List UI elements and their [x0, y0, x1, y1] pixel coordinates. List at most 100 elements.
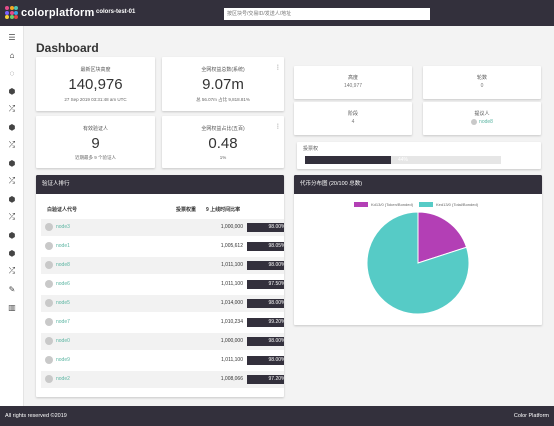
more-options-icon[interactable]: ⋮: [275, 124, 281, 130]
shuffle-icon[interactable]: ⤮: [8, 140, 16, 149]
brand-logo-dot: [9, 6, 14, 10]
column-header-rate[interactable]: 9 上线时间比率: [206, 207, 241, 213]
table-row[interactable]: node1 1,005,612 98.05%: [41, 238, 284, 255]
rounds-card: 轮数 0: [423, 66, 541, 99]
shuffle-icon[interactable]: ⤮: [8, 212, 16, 221]
cube-icon[interactable]: ⬢: [8, 194, 16, 204]
validators-panel: 验证人排行 白验证人代号 投票权重 9 上线时间比率 node3 1,000,00…: [36, 175, 284, 397]
shuffle-icon[interactable]: ⤮: [8, 104, 16, 113]
brand-logo: [5, 6, 18, 19]
table-row[interactable]: node8 1,011,100 98.00%: [41, 257, 284, 274]
voting-power: 1,000,000: [220, 224, 243, 230]
total-stake-value: 9.07m: [202, 76, 244, 93]
voting-power: 1,011,100: [221, 281, 243, 287]
legend-label: Ked13/0 (Total/Bonded): [436, 202, 479, 207]
shuffle-icon[interactable]: ⤮: [8, 176, 16, 185]
legend-item[interactable]: Kd13/0 (Token/Bonded): [354, 202, 413, 207]
rounds-label: 轮数: [476, 75, 487, 81]
voting-power: 1,011,100: [221, 262, 243, 268]
table-row[interactable]: node5 1,014,000 98.00%: [41, 295, 284, 312]
validator-id[interactable]: node7: [45, 318, 70, 326]
total-stake-sub: 总 56.07m 占比 9,818.81%: [196, 97, 250, 102]
validators-value: 9: [91, 135, 100, 152]
table-row[interactable]: node6 1,011,100 97.50%: [41, 276, 284, 293]
chart-icon[interactable]: ▥: [8, 302, 16, 312]
validator-id[interactable]: node8: [45, 261, 70, 269]
legend-swatch: [419, 202, 433, 207]
column-header-power[interactable]: 投票权重: [176, 207, 197, 213]
legend-label: Kd13/0 (Token/Bonded): [371, 202, 414, 207]
table-row[interactable]: node9 1,011,100 98.00%: [41, 352, 284, 369]
brand-logo-dot: [14, 6, 18, 10]
menu-icon[interactable]: ☰: [8, 32, 16, 42]
validators-sub: 近期最多 9 个验证人: [74, 155, 116, 160]
voting-power-card: 投票权 44%: [297, 142, 541, 169]
brand[interactable]: colorplatform: [5, 6, 95, 19]
uptime-bar: 98.00%: [247, 337, 284, 346]
brand-logo-dot: [14, 10, 18, 15]
spinner-icon[interactable]: ◌: [9, 68, 15, 78]
circulating-label: 全网权益占比(五百): [201, 126, 245, 132]
table-row[interactable]: node3 1,000,000 98.00%: [41, 219, 284, 236]
token-distribution-panel: 代币分布图 (20/100 总数) Kd13/0 (Token/Bonded) K…: [294, 175, 542, 325]
validator-id[interactable]: node5: [45, 299, 70, 307]
step-label: 阶段: [347, 111, 358, 117]
validator-name: node6: [56, 281, 70, 287]
validator-name: node9: [56, 357, 70, 363]
table-row[interactable]: node7 1,010,234 99.20%: [41, 314, 284, 331]
brand-name: colorplatform: [21, 6, 95, 19]
voting-power-text: 44%: [397, 157, 408, 163]
home-icon[interactable]: ⌂: [9, 50, 15, 60]
validator-id[interactable]: node9: [45, 356, 70, 364]
proposer-name: node8: [479, 119, 493, 125]
rounds-value: 0: [480, 83, 484, 89]
legend-item[interactable]: Ked13/0 (Total/Bonded): [419, 202, 478, 207]
proposer-value[interactable]: node8: [423, 119, 541, 125]
circulating-sub: 1%: [219, 155, 227, 160]
brand-logo-dot: [14, 15, 18, 19]
avatar: [45, 280, 53, 288]
voting-power: 1,008,066: [220, 376, 243, 382]
edit-icon[interactable]: ✎: [8, 284, 16, 294]
table-row[interactable]: node2 1,008,066 97.20%: [41, 371, 284, 388]
search-input[interactable]: [224, 8, 430, 20]
latest-block-value: 140,976: [68, 76, 123, 93]
voting-power-label: 投票权: [303, 146, 319, 152]
uptime-bar: 98.00%: [247, 299, 284, 308]
avatar: [471, 119, 478, 125]
cube-icon[interactable]: ⬢: [8, 248, 16, 258]
pie-slice-1[interactable]: [366, 211, 470, 315]
chart-title: 代币分布图 (20/100 总数): [294, 175, 542, 194]
column-header-id[interactable]: 白验证人代号: [47, 207, 78, 213]
avatar: [45, 223, 53, 231]
uptime-bar: 99.20%: [247, 318, 284, 327]
validator-id[interactable]: node6: [45, 280, 70, 288]
validator-id[interactable]: node2: [45, 375, 70, 383]
brand-logo-dot: [9, 10, 14, 15]
sidebar: ☰ ⌂ ◌ ⬢ ⤮ ⬢ ⤮ ⬢ ⤮ ⬢ ⤮ ⬢ ⬢ ⤮ ✎ ▥: [0, 26, 24, 406]
validator-id[interactable]: node3: [45, 223, 70, 231]
more-options-icon[interactable]: ⋮: [275, 65, 281, 71]
circulating-card: ⋮ 全网权益占比(五百) 0.48 1%: [162, 116, 284, 168]
brand-logo-dot: [9, 15, 14, 19]
footer: All rights reserved ©2019 Color Platform: [0, 406, 554, 426]
validator-name: node5: [56, 300, 70, 306]
cube-icon[interactable]: ⬢: [8, 122, 16, 132]
cube-icon[interactable]: ⬢: [8, 230, 16, 240]
avatar: [45, 356, 53, 364]
shuffle-icon[interactable]: ⤮: [8, 266, 16, 275]
validator-id[interactable]: node0: [45, 337, 70, 345]
voting-power-fill: [305, 156, 392, 164]
proposer-card: 提议人 node8: [423, 102, 541, 135]
validators-panel-title: 验证人排行: [36, 175, 284, 194]
avatar: [45, 375, 53, 383]
network-name: colors-test-01: [96, 9, 136, 15]
table-row[interactable]: node0 1,000,000 98.00%: [41, 333, 284, 350]
pie-slice-0[interactable]: [417, 211, 468, 264]
proposer-label: 提议人: [474, 111, 490, 117]
cube-icon[interactable]: ⬢: [8, 158, 16, 168]
cube-icon[interactable]: ⬢: [8, 86, 16, 96]
validator-id[interactable]: node1: [45, 242, 70, 250]
page-title: Dashboard: [36, 41, 99, 55]
footer-brand: Color Platform: [513, 413, 549, 419]
